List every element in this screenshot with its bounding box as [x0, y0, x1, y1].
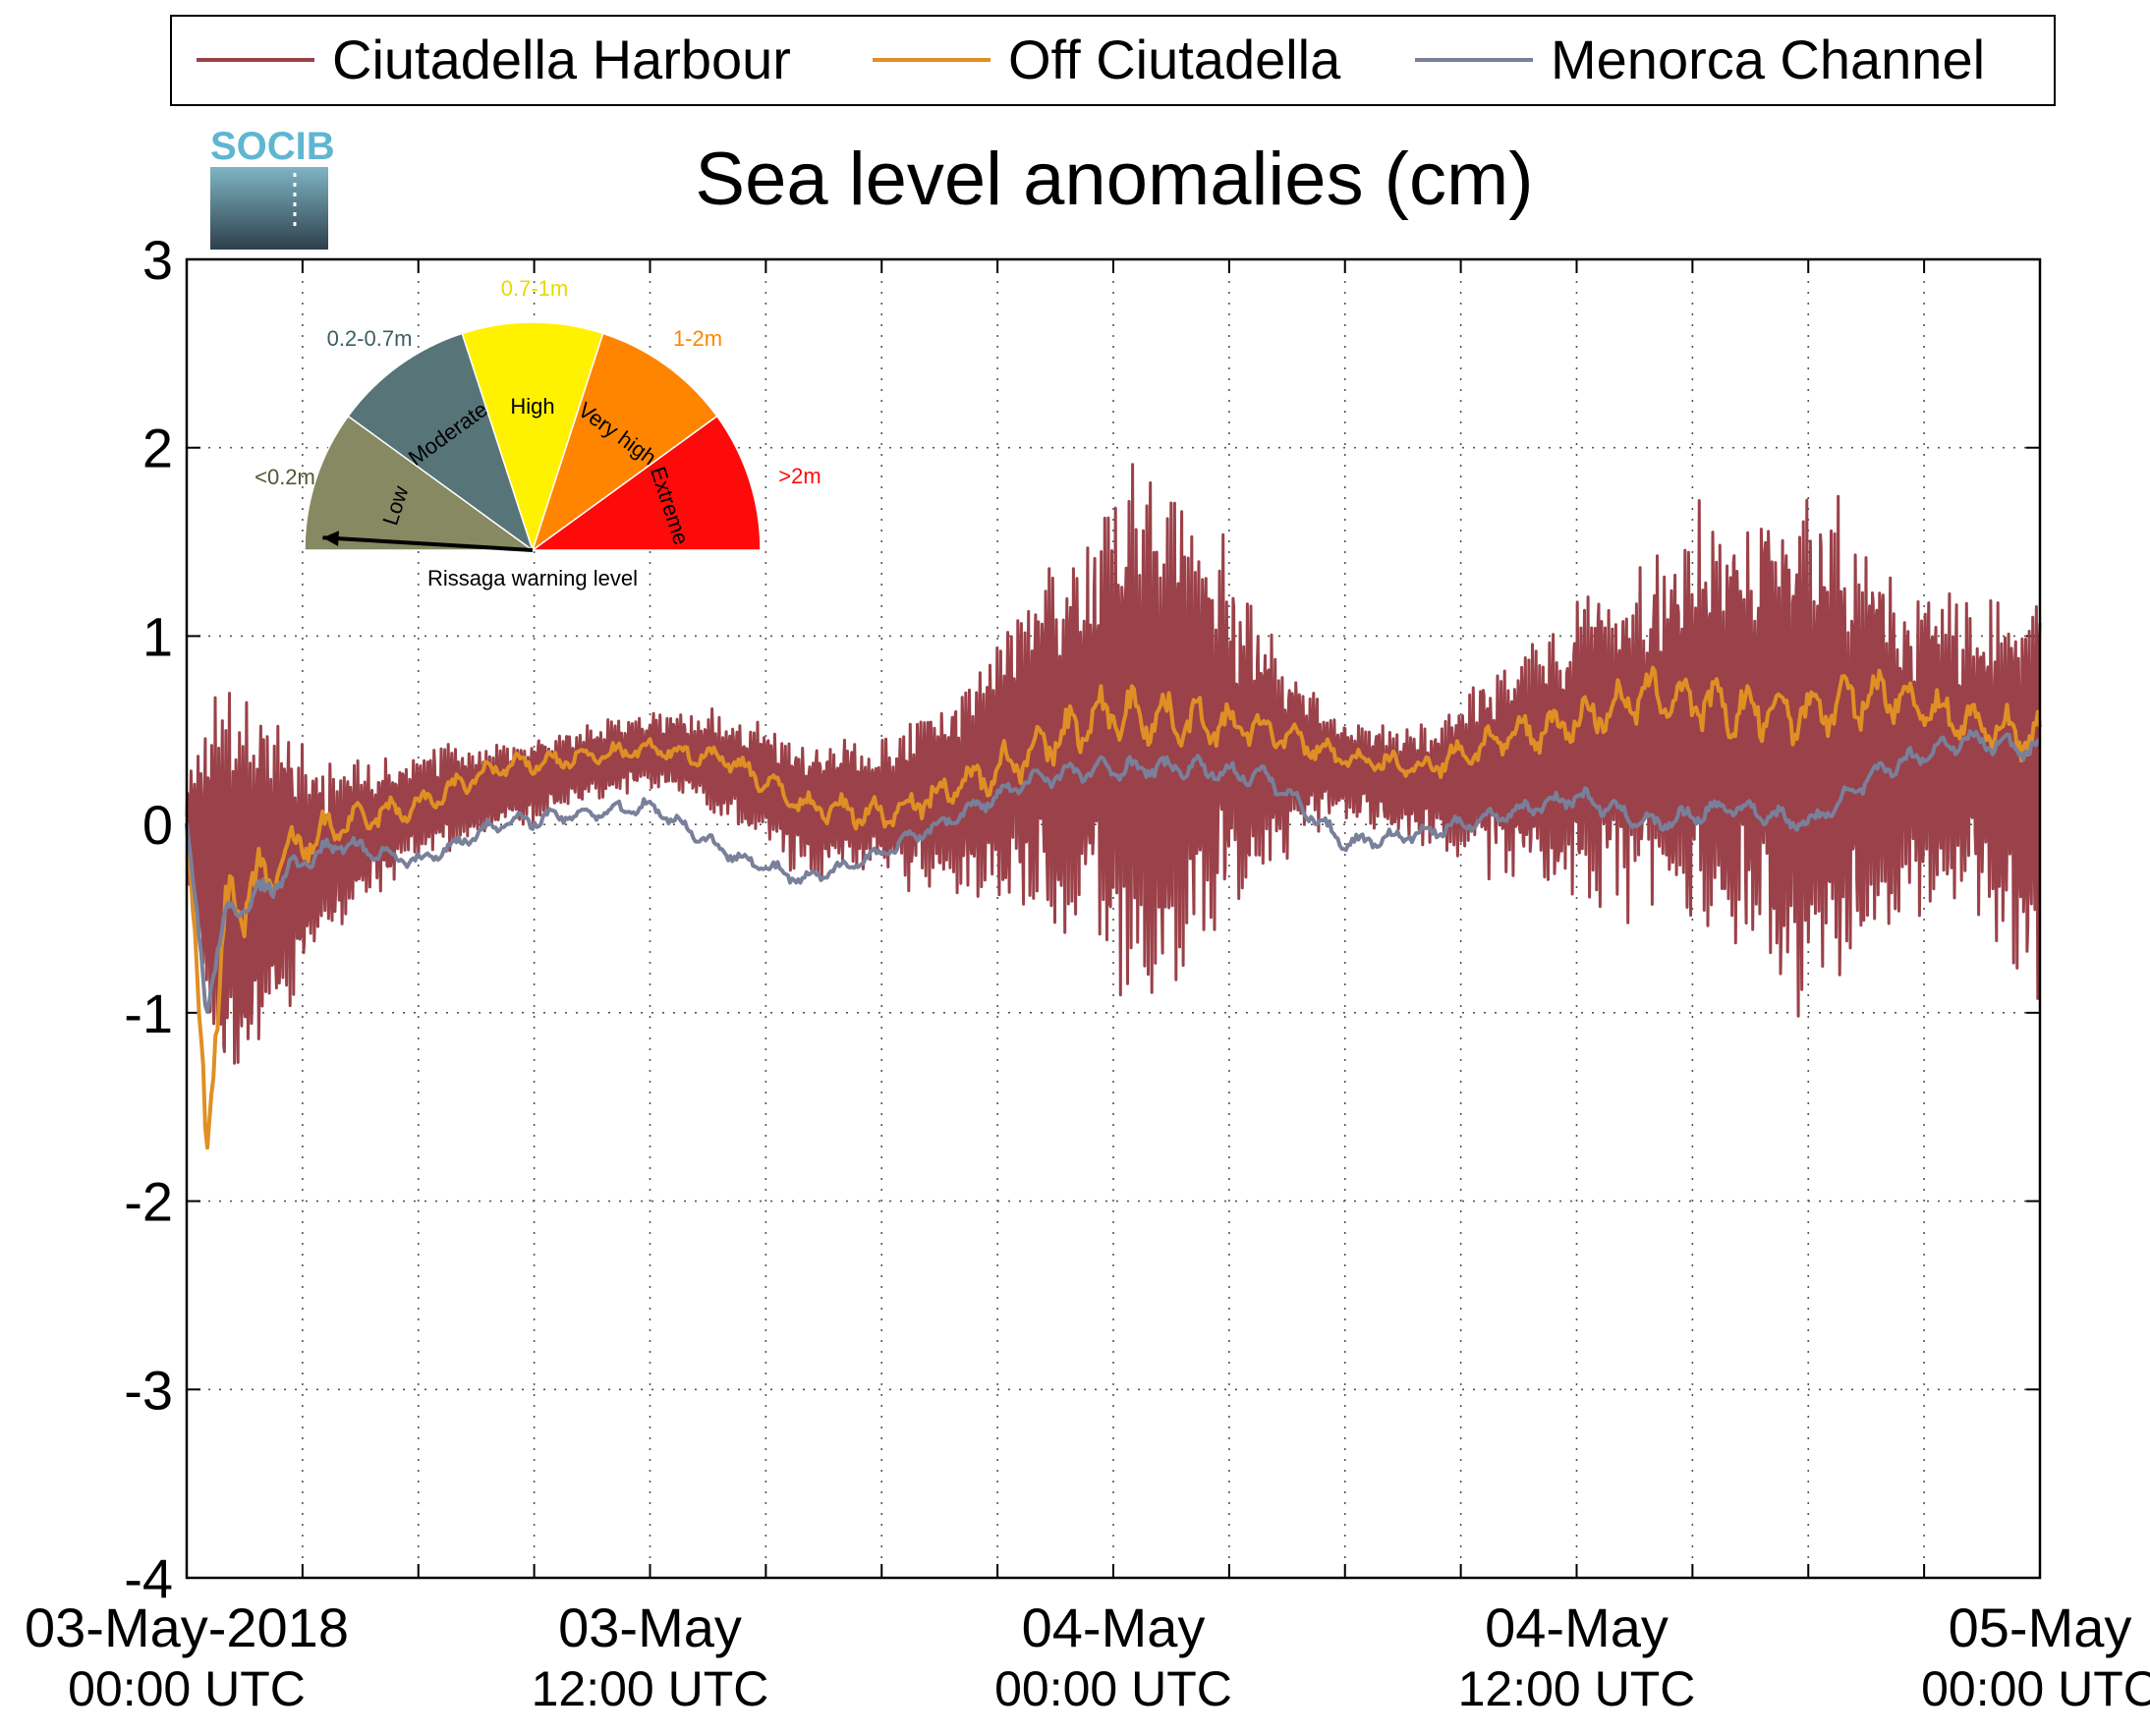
series-menorca-channel [185, 729, 2042, 1014]
gauge-sector-label: High [510, 394, 554, 419]
y-tick-label: -2 [124, 1171, 173, 1233]
gauge-sector-low [304, 415, 536, 551]
y-tick-label: 1 [142, 605, 173, 667]
y-tick-label: 3 [142, 229, 173, 291]
x-tick-label-time: 00:00 UTC [68, 1661, 306, 1716]
x-tick-label-time: 00:00 UTC [1921, 1661, 2150, 1716]
gauge-range-label: 0.2-0.7m [327, 326, 413, 351]
gauge-sector-high [461, 321, 604, 553]
x-tick-label-time: 12:00 UTC [532, 1661, 769, 1716]
x-tick-label-date: 04-May [1022, 1596, 1206, 1658]
y-tick-label: 2 [142, 418, 173, 479]
x-tick-label-date: 05-May [1949, 1596, 2132, 1658]
y-axis: -4 -3 -2 -1 0 1 2 3 [124, 229, 173, 1609]
gauge-sector-extreme [530, 415, 762, 551]
x-tick-label-date: 04-May [1485, 1596, 1669, 1658]
y-tick-label: -3 [124, 1359, 173, 1421]
gauge-sector-very-high [531, 332, 718, 552]
legend-box [170, 15, 2056, 106]
logo-block [210, 167, 328, 250]
gauge-pointer [322, 535, 534, 552]
y-tick-label: 0 [142, 794, 173, 856]
logo-text: SOCIB [210, 125, 335, 168]
y-tick-label: -1 [124, 982, 173, 1044]
x-tick-label-date: 03-May [558, 1596, 742, 1658]
gauge-pointer-head [322, 531, 339, 546]
legend: Ciutadella Harbour Off Ciutadella Menorc… [170, 15, 2056, 106]
x-tick-label-time: 12:00 UTC [1458, 1661, 1696, 1716]
y-tick-label: -4 [124, 1547, 173, 1609]
x-tick-label-time: 00:00 UTC [994, 1661, 1232, 1716]
legend-label-menorca-channel: Menorca Channel [1551, 28, 1985, 90]
gauge-range-label: 1-2m [673, 326, 722, 351]
socib-logo: SOCIB [210, 125, 335, 250]
gauge-caption: Rissaga warning level [427, 566, 638, 590]
series-off-ciutadella [185, 665, 2042, 1150]
legend-label-off-ciutadella: Off Ciutadella [1008, 28, 1341, 90]
plot-frame [185, 257, 2042, 1580]
series-ciutadella-harbour [185, 463, 2042, 1065]
gauge-range-label: >2m [778, 464, 820, 488]
gauge-sector-moderate [347, 332, 535, 552]
chart-title: Sea level anomalies (cm) [695, 138, 1533, 221]
series-layer [185, 463, 2042, 1150]
legend-label-harbour: Ciutadella Harbour [332, 28, 791, 90]
x-tick-label-date: 03-May-2018 [25, 1596, 349, 1658]
gauge-range-label: <0.2m [255, 465, 315, 489]
gauge-range-label: 0.7-1m [501, 276, 568, 301]
